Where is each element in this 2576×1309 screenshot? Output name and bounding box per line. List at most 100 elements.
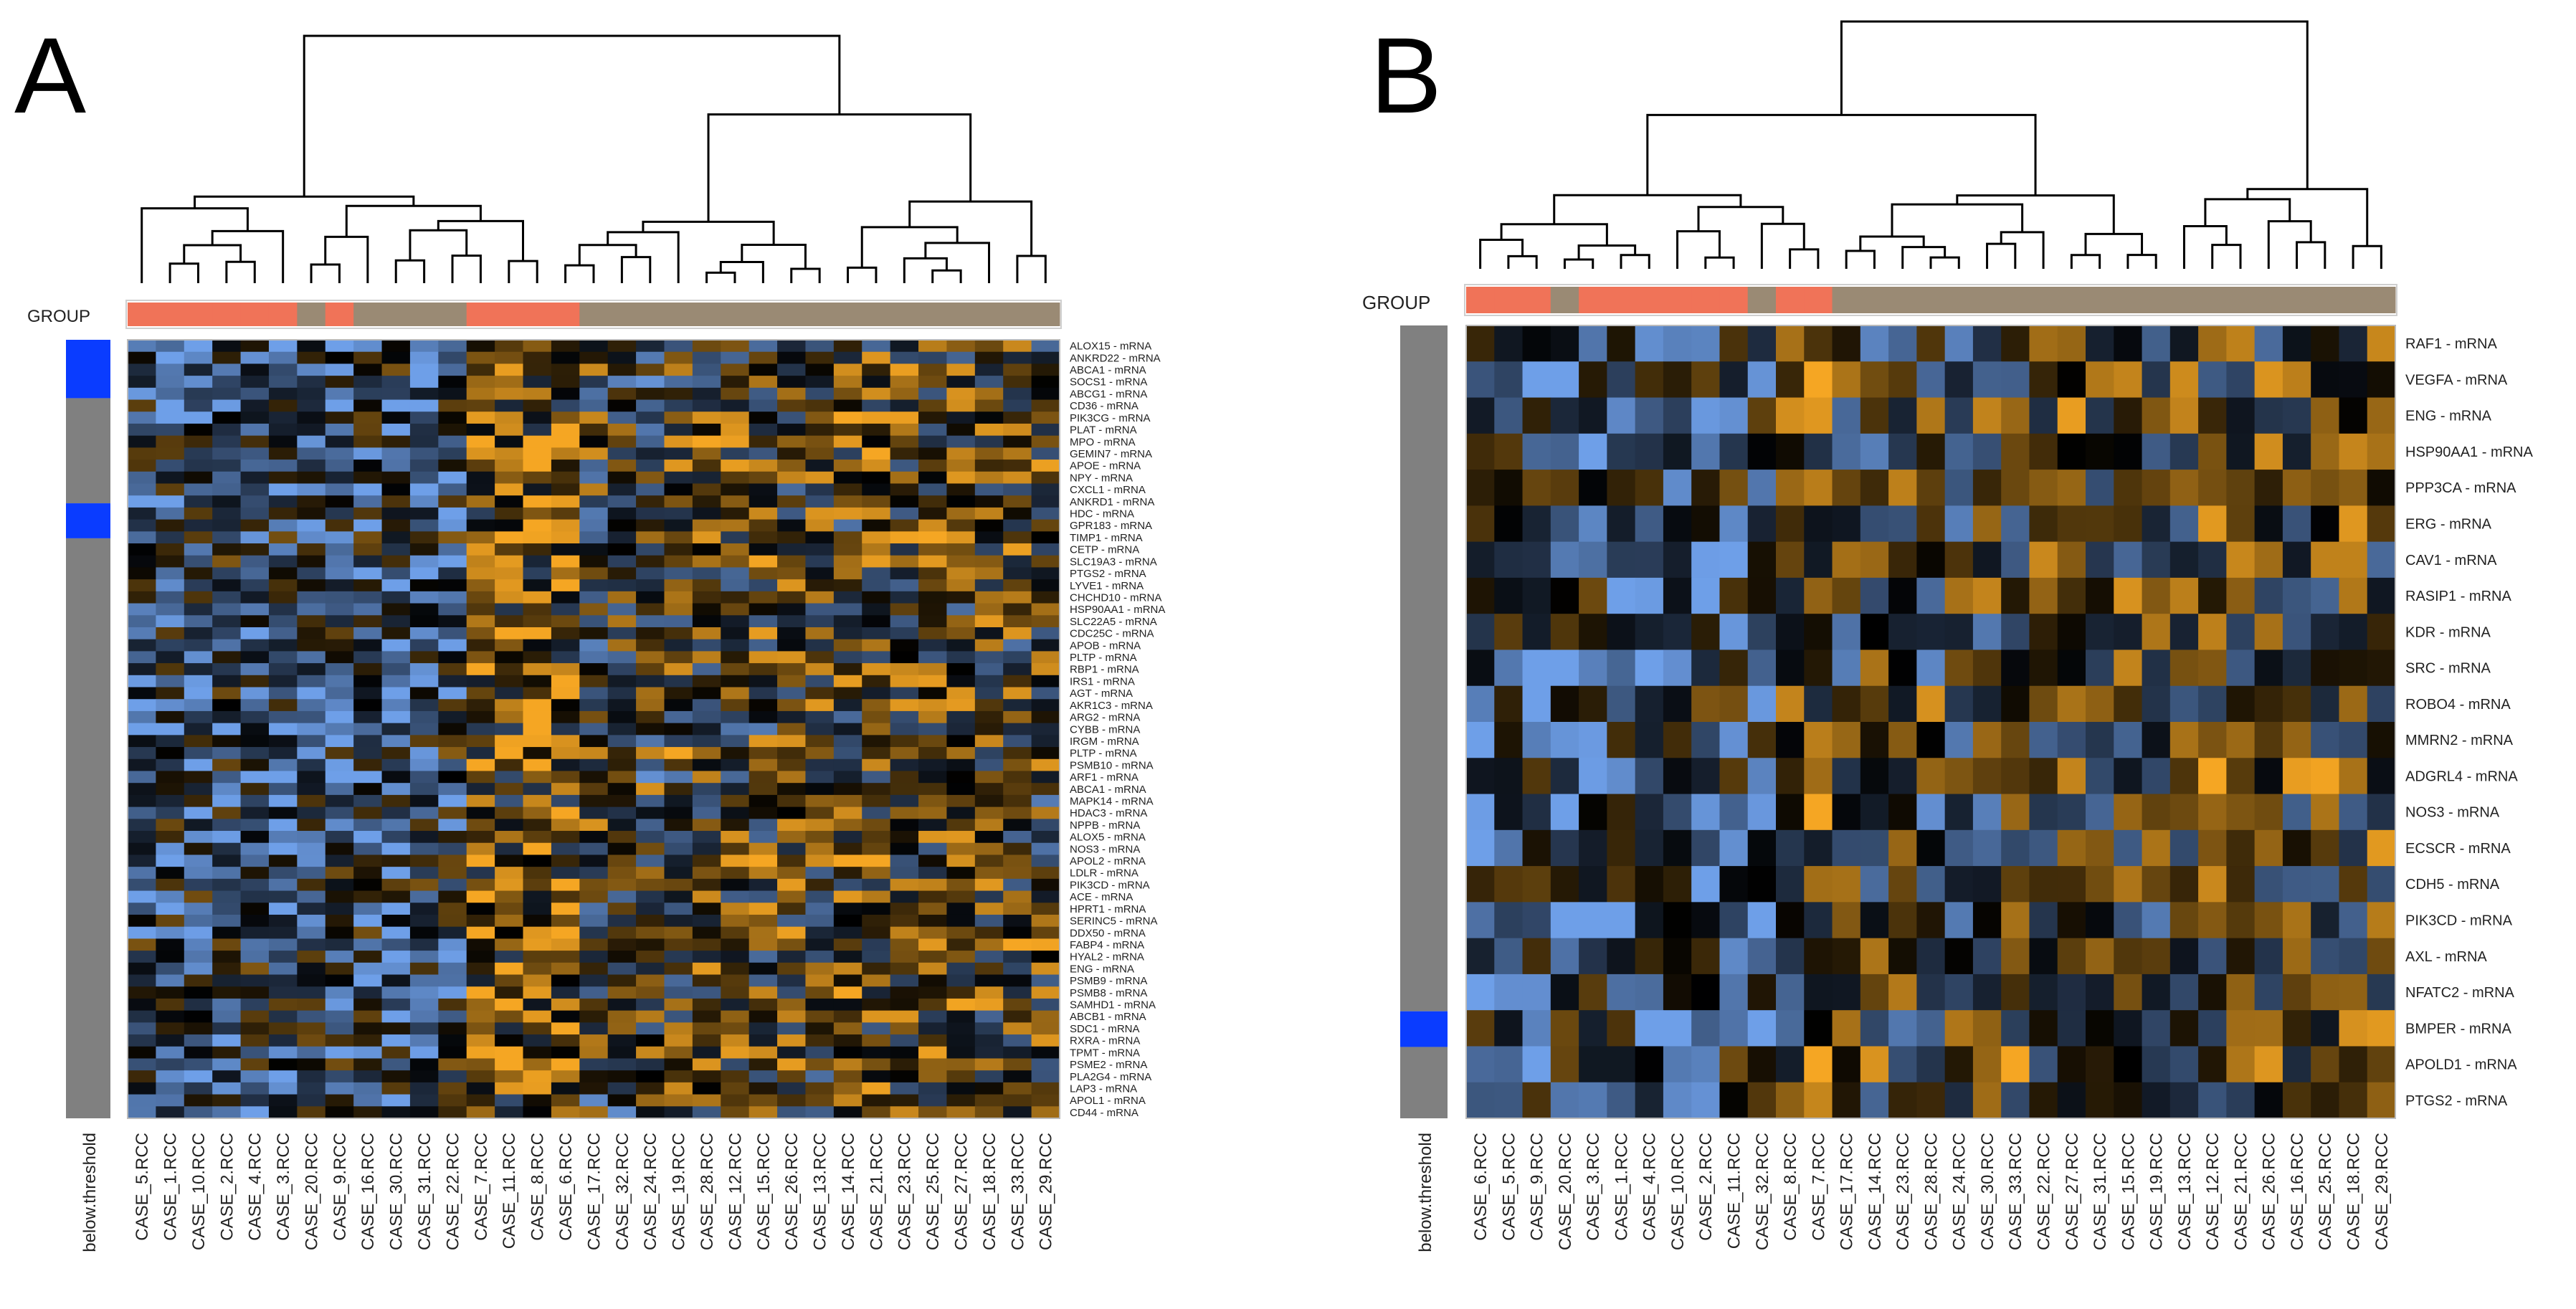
- heatmap-cell: [2254, 829, 2283, 867]
- heatmap-cell: [240, 831, 270, 844]
- heatmap-cell: [918, 376, 948, 389]
- heatmap-cell: [240, 903, 270, 915]
- heatmap-cell: [2311, 902, 2340, 939]
- heatmap-cell: [1635, 902, 1664, 939]
- heatmap-cell: [438, 460, 467, 472]
- heatmap-cell: [523, 411, 552, 424]
- heatmap-cell: [2282, 577, 2311, 614]
- heatmap-cell: [607, 447, 637, 460]
- heatmap-cell: [946, 423, 976, 437]
- heatmap-cell: [1522, 361, 1551, 399]
- heatmap-cell: [918, 639, 948, 652]
- heatmap-cell: [748, 363, 778, 376]
- heatmap-cell: [184, 962, 213, 976]
- heatmap-cell: [2367, 974, 2396, 1011]
- heatmap-cell: [1003, 890, 1032, 903]
- heatmap-cell: [1635, 614, 1664, 651]
- heatmap-cell: [2001, 470, 2030, 506]
- column-label: CASE_12.RCC: [726, 1133, 745, 1250]
- heatmap-cell: [664, 699, 693, 712]
- group-cell: [607, 303, 637, 326]
- heatmap-cell: [240, 603, 270, 616]
- heatmap-cell: [551, 435, 580, 448]
- heatmap-cell: [1522, 577, 1551, 614]
- heatmap-cell: [833, 1010, 862, 1023]
- heatmap-cell: [974, 663, 1004, 676]
- heatmap-cell: [297, 460, 326, 472]
- heatmap-cell: [212, 483, 242, 496]
- heatmap-cell: [890, 962, 919, 976]
- heatmap-cell: [2057, 541, 2086, 579]
- heatmap-cell: [353, 603, 383, 616]
- heatmap-cell: [1860, 938, 1889, 975]
- heatmap-cell: [523, 363, 552, 376]
- heatmap-cell: [1003, 855, 1032, 867]
- heatmap-cell: [381, 519, 411, 532]
- heatmap-cell: [409, 735, 439, 748]
- heatmap-cell: [551, 519, 580, 532]
- heatmap-cell: [777, 579, 807, 592]
- heatmap-cell: [156, 603, 185, 616]
- column-label: CASE_23.RCC: [895, 1133, 915, 1250]
- heatmap-cell: [2114, 866, 2143, 903]
- heatmap-cell: [2254, 1082, 2283, 1119]
- heatmap-cell: [692, 603, 721, 616]
- heatmap-cell: [212, 460, 242, 472]
- heatmap-cell: [579, 1082, 609, 1095]
- group-cell: [268, 303, 298, 326]
- heatmap-cell: [607, 890, 637, 903]
- heatmap-cell: [495, 483, 524, 496]
- heatmap-cell: [1031, 747, 1060, 760]
- heatmap-cell: [212, 1070, 242, 1083]
- heatmap-cell: [805, 783, 835, 796]
- heatmap-cell: [1635, 649, 1664, 687]
- heatmap-cell: [721, 376, 750, 389]
- heatmap-cell: [2114, 470, 2143, 506]
- heatmap-cell: [268, 687, 298, 700]
- heatmap-cell: [2169, 325, 2199, 362]
- heatmap-cell: [156, 771, 185, 784]
- heatmap-cell: [297, 376, 326, 389]
- heatmap-cell: [128, 1022, 156, 1035]
- heatmap-cell: [466, 663, 495, 676]
- heatmap-cell: [890, 1082, 919, 1095]
- heatmap-cell: [2367, 470, 2396, 506]
- heatmap-cell: [664, 543, 693, 556]
- heatmap-cell: [325, 567, 354, 580]
- heatmap-cell: [805, 663, 835, 676]
- row-label: ADGRL4 - mRNA: [2405, 768, 2518, 784]
- heatmap-cell: [692, 460, 721, 472]
- heatmap-cell: [974, 639, 1004, 652]
- heatmap-cell: [890, 627, 919, 640]
- heatmap-cell: [890, 926, 919, 939]
- group-cell: [353, 303, 383, 326]
- row-label: IRS1 - mRNA: [1070, 675, 1135, 687]
- heatmap-cell: [1972, 902, 2002, 939]
- heatmap-cell: [1888, 614, 1917, 651]
- heatmap-cell: [268, 926, 298, 939]
- heatmap-cell: [974, 771, 1004, 784]
- heatmap-cell: [184, 591, 213, 604]
- heatmap-cell: [1860, 325, 1889, 362]
- heatmap-cell: [579, 842, 609, 856]
- group-cell: [240, 303, 270, 326]
- heatmap-cell: [833, 1082, 862, 1095]
- heatmap-cell: [325, 579, 354, 592]
- heatmap-cell: [692, 423, 721, 437]
- heatmap-cell: [777, 471, 807, 485]
- heatmap-cell: [466, 867, 495, 880]
- heatmap-cell: [1635, 433, 1664, 470]
- heatmap-cell: [579, 639, 609, 652]
- heatmap-cell: [2311, 685, 2340, 723]
- heatmap-cell: [833, 926, 862, 939]
- heatmap-cell: [523, 842, 552, 856]
- heatmap-cell: [1466, 902, 1495, 939]
- heatmap-cell: [523, 387, 552, 401]
- heatmap-cell: [636, 507, 665, 520]
- heatmap-cell: [268, 376, 298, 389]
- heatmap-cell: [156, 639, 185, 652]
- heatmap-cell: [1466, 361, 1495, 399]
- heatmap-cell: [1031, 878, 1060, 892]
- heatmap-cell: [2114, 649, 2143, 687]
- heatmap-cell: [1003, 399, 1032, 412]
